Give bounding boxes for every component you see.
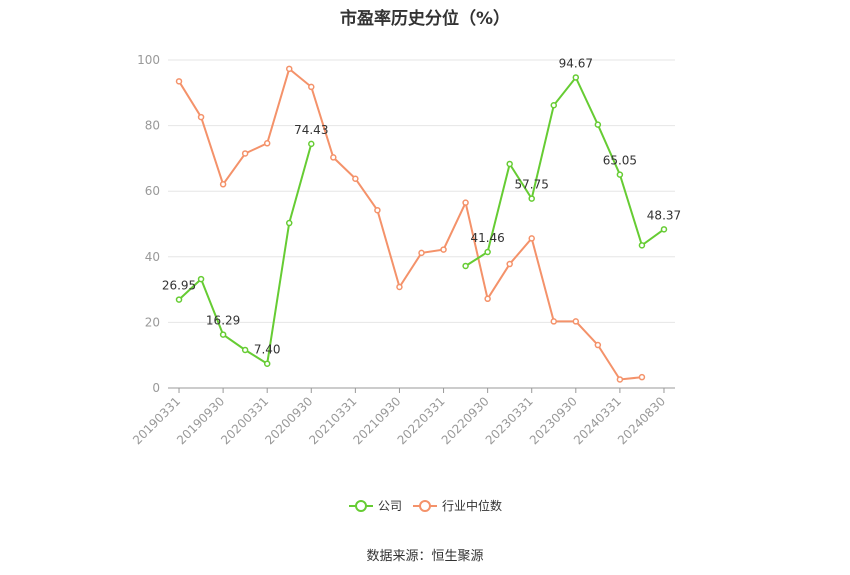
industry-point[interactable] <box>572 318 580 325</box>
industry-point[interactable] <box>374 206 381 214</box>
legend-item-industry[interactable]: 行业中位数 <box>413 498 502 513</box>
y-tick-label: 20 <box>145 315 160 329</box>
industry-point[interactable] <box>506 260 513 268</box>
company-point[interactable] <box>219 331 227 338</box>
company-point[interactable] <box>484 248 491 256</box>
industry-point[interactable] <box>638 373 646 381</box>
industry-point[interactable] <box>352 175 359 182</box>
series-layer <box>175 65 668 383</box>
legend-industry-label: 行业中位数 <box>442 498 502 513</box>
y-tick-label: 0 <box>152 381 160 395</box>
company-point[interactable] <box>197 275 205 283</box>
company-point[interactable] <box>308 140 315 148</box>
data-label: 41.46 <box>470 231 504 245</box>
data-label: 65.05 <box>603 154 637 168</box>
axis-layer: 0204060801002019033120190930202003312020… <box>130 53 675 447</box>
data-label: 57.75 <box>515 178 549 192</box>
company-point[interactable] <box>263 360 271 367</box>
company-point[interactable] <box>241 346 249 354</box>
industry-point[interactable] <box>330 154 337 161</box>
data-label: 16.29 <box>206 314 240 328</box>
legend-company-marker <box>355 500 367 512</box>
industry-point[interactable] <box>285 65 293 73</box>
chart-title: 市盈率历史分位（%） <box>339 9 511 29</box>
y-tick-label: 60 <box>145 184 160 198</box>
y-tick-label: 100 <box>137 53 160 67</box>
industry-point[interactable] <box>219 181 227 188</box>
data-source: 数据来源：恒生聚源 <box>366 549 484 564</box>
industry-point[interactable] <box>528 235 535 242</box>
industry-point[interactable] <box>484 295 491 303</box>
industry-point[interactable] <box>616 376 624 383</box>
industry-point[interactable] <box>396 283 403 291</box>
data-label: 74.43 <box>294 123 328 137</box>
legend-industry-marker <box>419 500 431 512</box>
company-point[interactable] <box>594 121 602 128</box>
company-point[interactable] <box>285 219 293 227</box>
company-point[interactable] <box>506 160 513 168</box>
company-point[interactable] <box>660 226 668 233</box>
company-point[interactable] <box>462 262 469 270</box>
data-label: 48.37 <box>647 208 681 222</box>
company-point[interactable] <box>572 74 580 81</box>
data-label: 26.95 <box>162 279 196 293</box>
company-point[interactable] <box>616 171 624 178</box>
data-label: 7.40 <box>254 343 281 357</box>
industry-series-line <box>178 67 643 381</box>
grid-layer <box>168 59 675 323</box>
legend[interactable]: 公司 行业中位数 <box>349 498 502 513</box>
data-label: 94.67 <box>559 56 593 70</box>
company-point[interactable] <box>175 296 183 303</box>
company-point[interactable] <box>638 242 646 249</box>
industry-point[interactable] <box>550 318 558 325</box>
y-tick-label: 80 <box>145 119 160 133</box>
industry-point[interactable] <box>594 341 602 349</box>
company-point[interactable] <box>528 195 535 202</box>
company-point[interactable] <box>550 102 558 109</box>
company-series-line <box>178 75 665 366</box>
industry-point[interactable] <box>241 150 249 157</box>
industry-point[interactable] <box>462 199 469 206</box>
legend-item-company[interactable]: 公司 <box>349 499 402 513</box>
x-tick-label: 20240830 <box>615 394 668 447</box>
industry-point[interactable] <box>418 249 425 257</box>
legend-company-label: 公司 <box>378 499 402 513</box>
y-tick-label: 40 <box>145 250 160 264</box>
data-label-layer: 26.95 16.29 7.40 74.43 41.46 57.75 94.67 65.05 4… <box>162 56 681 356</box>
industry-point[interactable] <box>263 140 271 147</box>
industry-point[interactable] <box>308 83 315 91</box>
industry-point[interactable] <box>440 246 447 253</box>
industry-point[interactable] <box>197 113 205 121</box>
industry-point[interactable] <box>175 78 183 85</box>
